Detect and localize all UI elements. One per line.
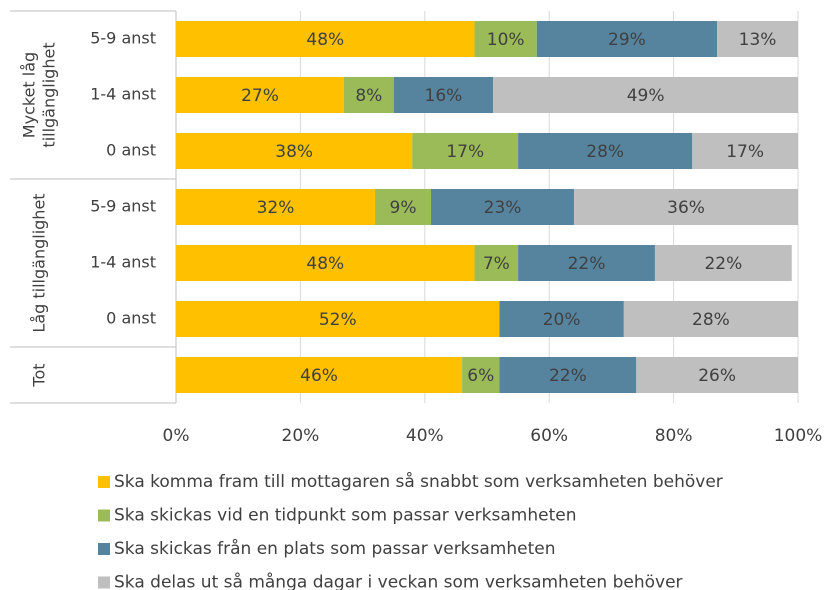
legend-label: Ska skickas vid en tidpunkt som passar v…	[114, 506, 576, 526]
data-label: 36%	[667, 198, 705, 218]
x-tick-label: 20%	[282, 426, 320, 446]
legend-swatch	[98, 543, 110, 555]
bar-segment	[518, 245, 655, 281]
bar-segment	[654, 245, 792, 281]
data-label: 28%	[692, 310, 730, 330]
bar-segment	[176, 77, 344, 113]
data-label: 17%	[446, 142, 484, 162]
legend-label: Ska komma fram till mottagaren så snabbt…	[114, 471, 723, 492]
data-label: 28%	[586, 142, 624, 162]
bar-segment	[176, 21, 475, 57]
y-tick-label: 1-4 anst	[90, 85, 156, 104]
data-label: 8%	[355, 86, 382, 106]
legend-label: Ska delas ut så många dagar i veckan som…	[114, 572, 683, 590]
bar-segment	[474, 21, 537, 57]
data-label: 6%	[467, 366, 494, 386]
data-label: 48%	[306, 254, 344, 274]
bar-segment	[176, 189, 376, 225]
bar-segment	[343, 77, 394, 113]
bar-segment	[462, 357, 500, 393]
legend-swatch	[98, 476, 110, 488]
group-label: Tot	[30, 363, 49, 387]
data-label: 23%	[484, 198, 522, 218]
data-label: 46%	[300, 366, 338, 386]
bar-segment	[176, 301, 500, 337]
y-tick-label: 0 anst	[106, 309, 156, 328]
data-label: 27%	[241, 86, 279, 106]
x-tick-label: 0%	[163, 426, 190, 446]
data-label: 10%	[487, 30, 525, 50]
bar-segment	[176, 133, 413, 169]
bar-segment	[412, 133, 519, 169]
data-label: 38%	[275, 142, 313, 162]
legend-label: Ska skickas från en plats som passar ver…	[114, 538, 556, 559]
bar-segment	[176, 245, 475, 281]
data-label: 13%	[739, 30, 777, 50]
bar-segment	[499, 357, 637, 393]
group-label: Låg tillgänglighet	[30, 193, 49, 332]
data-label: 7%	[483, 254, 510, 274]
bar-segment	[574, 189, 798, 225]
bar-segment	[493, 77, 798, 113]
bar-segment	[623, 301, 798, 337]
x-tick-label: 60%	[530, 426, 568, 446]
bar-segment	[692, 133, 798, 169]
bar-segment	[393, 77, 494, 113]
data-label: 16%	[425, 86, 463, 106]
data-label: 29%	[608, 30, 646, 50]
x-tick-label: 100%	[774, 426, 823, 446]
data-label: 22%	[704, 254, 742, 274]
group-label: Mycket låg	[20, 52, 39, 138]
bar-segment	[499, 301, 624, 337]
legend-swatch	[98, 509, 110, 522]
bar-segment	[375, 189, 432, 225]
bar-segment	[536, 21, 718, 57]
bar-segment	[717, 21, 798, 57]
y-tick-label: 5-9 anst	[90, 197, 156, 216]
x-tick-label: 80%	[655, 426, 693, 446]
y-tick-label: 1-4 anst	[90, 253, 156, 272]
bar-segment	[474, 245, 519, 281]
bar-segment	[176, 357, 463, 393]
bar-segment	[636, 357, 798, 393]
data-label: 48%	[306, 30, 344, 50]
bar-segment	[518, 133, 693, 169]
data-label: 26%	[698, 366, 736, 386]
data-label: 49%	[627, 86, 665, 106]
legend-swatch	[98, 576, 110, 589]
data-label: 22%	[568, 254, 606, 274]
x-tick-label: 40%	[406, 426, 444, 446]
y-tick-label: 5-9 anst	[90, 29, 156, 48]
data-label: 52%	[319, 310, 357, 330]
data-label: 32%	[257, 198, 295, 218]
y-tick-label: 0 anst	[106, 141, 156, 160]
data-label: 9%	[390, 198, 417, 218]
group-label: tillgänglighet	[40, 42, 59, 147]
data-label: 22%	[549, 366, 587, 386]
data-label: 17%	[726, 142, 764, 162]
data-label: 20%	[543, 310, 581, 330]
bar-segment	[431, 189, 575, 225]
